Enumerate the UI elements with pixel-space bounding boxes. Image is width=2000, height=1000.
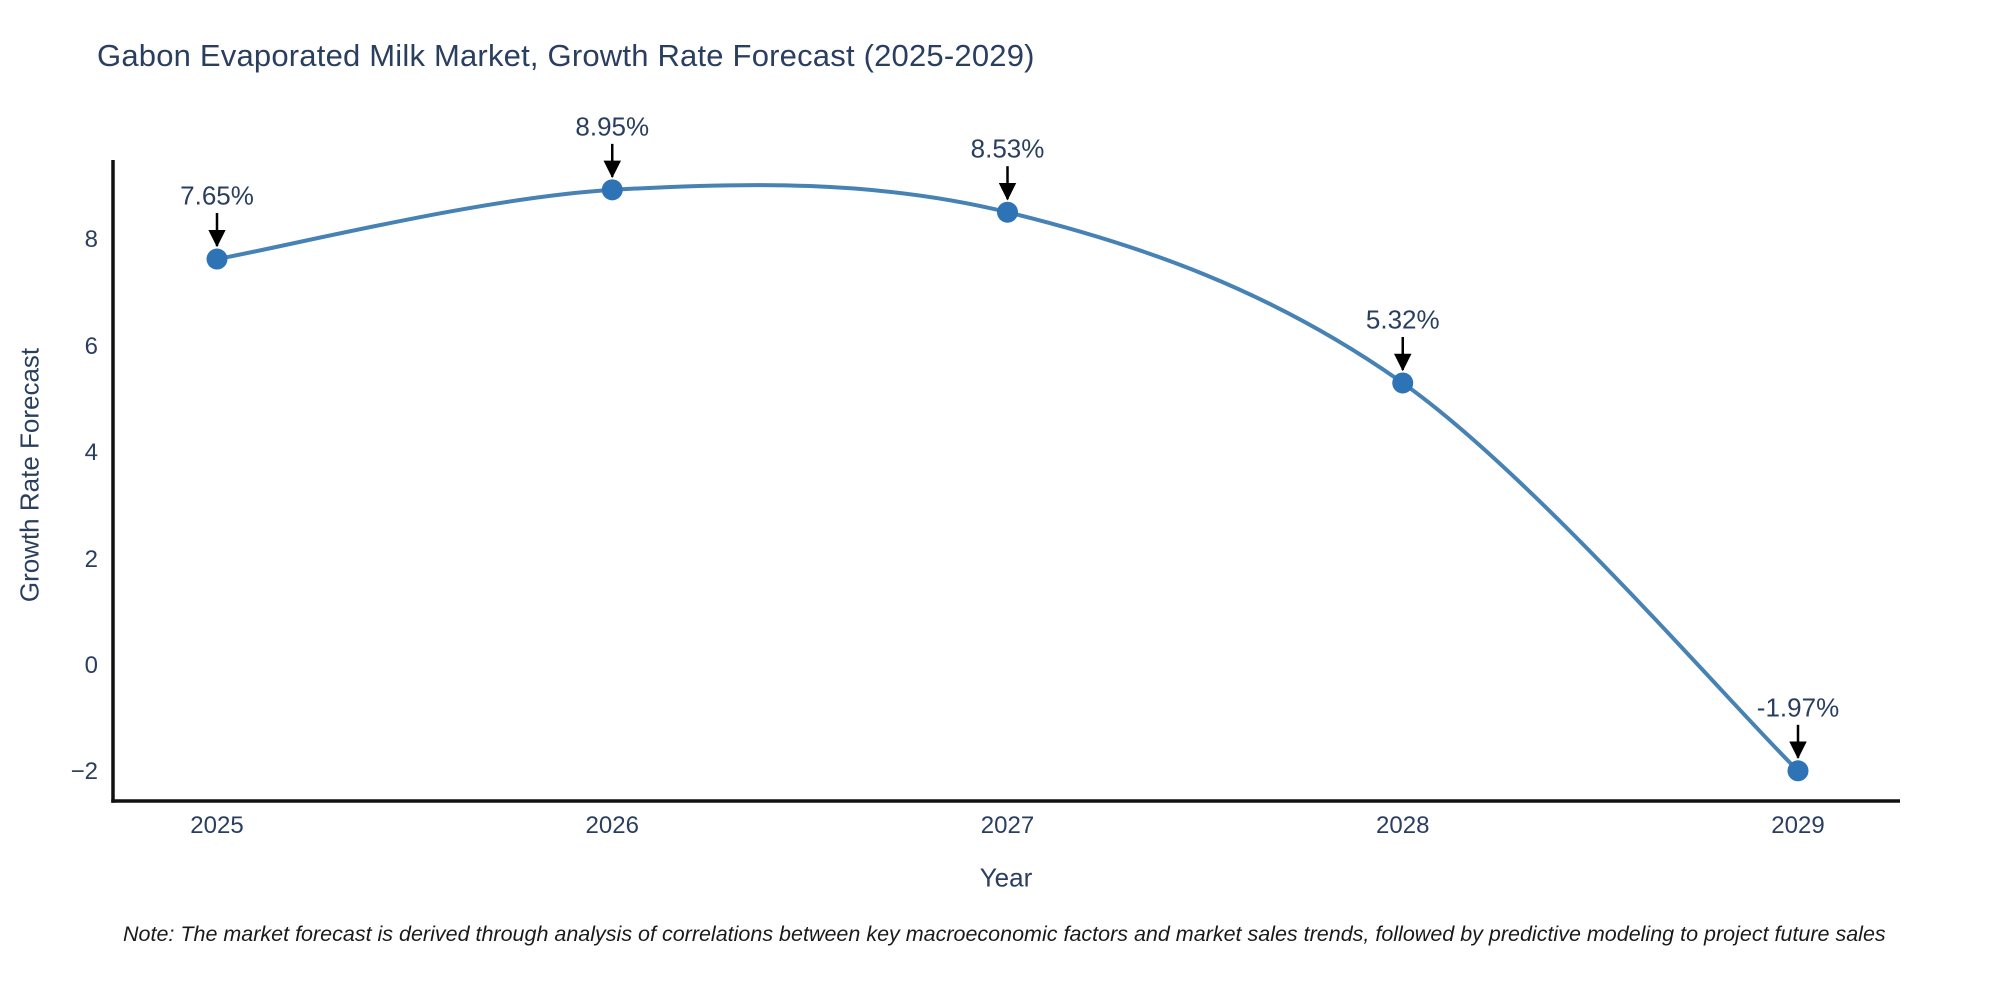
y-tick-0: 0 [84,652,98,679]
forecast-line [215,183,1800,773]
x-tick-2028: 2028 [1376,812,1430,839]
footnote: Note: The market forecast is derived thr… [123,922,1886,946]
annotation-label-2029: -1.97% [1756,692,1840,723]
annotation-label-2027: 8.53% [970,133,1045,164]
x-tick-2026: 2026 [585,812,639,839]
data-point-2029[interactable] [1787,760,1809,782]
chart-title: Gabon Evaporated Milk Market, Growth Rat… [97,38,1035,73]
data-point-2028[interactable] [1392,372,1414,394]
data-point-2025[interactable] [206,248,228,270]
annotation-label-2026: 8.95% [575,111,650,142]
x-axis-title: Year [979,862,1033,893]
x-tick-2025: 2025 [190,812,244,839]
data-point-2026[interactable] [601,179,623,201]
annotation-label-2028: 5.32% [1365,304,1440,335]
y-tick--2: −2 [70,758,98,786]
y-tick-8: 8 [84,226,98,254]
y-tick-2: 2 [84,545,98,573]
x-tick-2027: 2027 [980,812,1035,839]
y-tick-6: 6 [84,332,98,360]
y-tick-4: 4 [84,439,98,467]
x-tick-2029: 2029 [1771,812,1825,839]
data-point-2027[interactable] [997,201,1018,223]
annotation-label-2025: 7.65% [180,180,254,211]
